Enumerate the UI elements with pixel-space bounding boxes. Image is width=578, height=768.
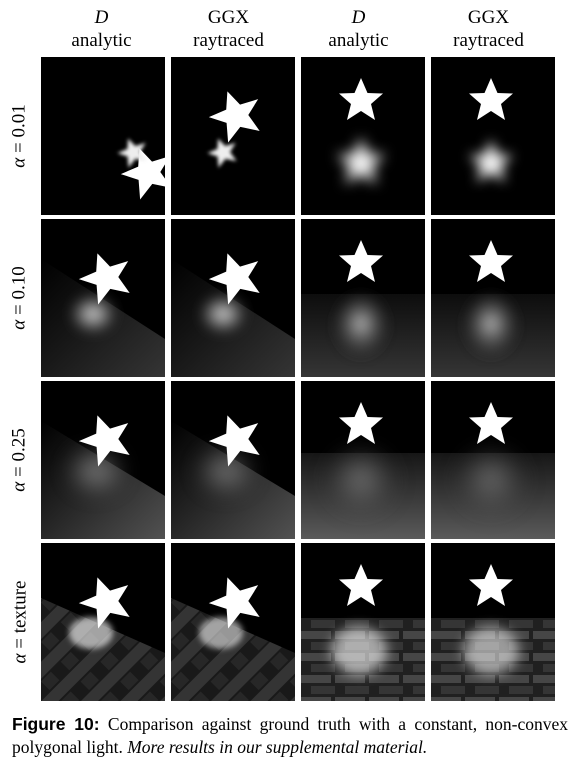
render-panel-r3-c1 — [41, 381, 165, 539]
alpha-value: = 0.01 — [9, 104, 31, 153]
figure-caption: Figure 10: Comparison against ground tru… — [12, 713, 568, 759]
column-header-2: GGX raytraced — [170, 6, 287, 52]
figure-label: Figure 10: — [12, 714, 100, 734]
render-panel-r4-c3 — [301, 543, 425, 701]
column-symbol: D — [94, 7, 109, 28]
column-header-1: D analytic — [43, 6, 160, 52]
row-label-2: α = 0.10 — [8, 219, 32, 377]
render-panel-r1-c4 — [431, 57, 555, 215]
alpha-symbol: α — [9, 319, 31, 330]
render-panel-r2-c4 — [431, 219, 555, 377]
render-panel-r2-c1 — [41, 219, 165, 377]
render-panel-r3-c3 — [301, 381, 425, 539]
render-panel-r4-c4 — [431, 543, 555, 701]
alpha-symbol: α — [9, 653, 31, 664]
row-label-3: α = 0.25 — [8, 381, 32, 539]
alpha-symbol: α — [9, 157, 31, 168]
alpha-value: = 0.10 — [9, 266, 31, 315]
column-symbol: D — [351, 7, 366, 28]
column-symbol: GGX — [207, 7, 250, 28]
alpha-value: = 0.25 — [9, 428, 31, 477]
column-header-4: GGX raytraced — [430, 6, 547, 52]
row-label-4: α = texture — [8, 543, 32, 701]
alpha-symbol: α — [9, 481, 31, 492]
render-panel-r2-c2 — [171, 219, 295, 377]
render-panel-r3-c2 — [171, 381, 295, 539]
render-panel-r4-c1 — [41, 543, 165, 701]
row-label-1: α = 0.01 — [8, 57, 32, 215]
column-label: analytic — [328, 30, 389, 51]
caption-italic-text: More results in our supplemental materia… — [127, 737, 428, 757]
render-panel-r4-c2 — [171, 543, 295, 701]
render-panel-r1-c1 — [41, 57, 165, 215]
column-label: raytraced — [453, 30, 524, 51]
render-panel-r2-c3 — [301, 219, 425, 377]
caption-text: Comparison against ground truth with a c… — [12, 714, 569, 757]
render-panel-r1-c3 — [301, 57, 425, 215]
column-label: analytic — [71, 30, 132, 51]
column-symbol: GGX — [467, 7, 510, 28]
render-panel-r1-c2 — [171, 57, 295, 215]
column-label: raytraced — [193, 30, 264, 51]
column-header-3: D analytic — [300, 6, 417, 52]
render-panel-r3-c4 — [431, 381, 555, 539]
alpha-value: = texture — [9, 580, 31, 649]
